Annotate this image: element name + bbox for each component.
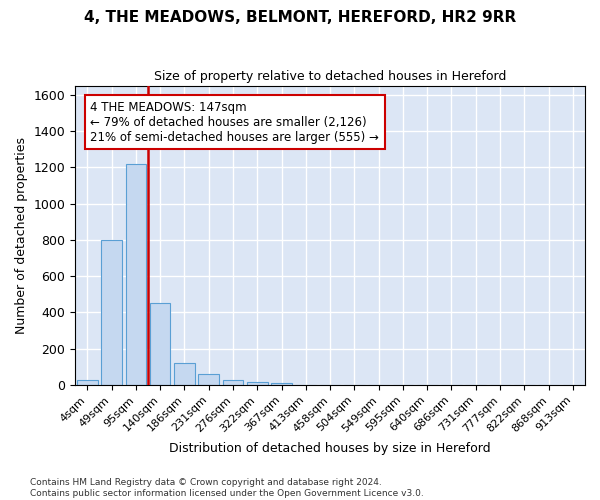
Bar [199,374,219,385]
Text: 4 THE MEADOWS: 147sqm
← 79% of detached houses are smaller (2,126)
21% of semi-d: 4 THE MEADOWS: 147sqm ← 79% of detached … [91,100,379,144]
Bar [271,383,292,385]
Text: Contains HM Land Registry data © Crown copyright and database right 2024.
Contai: Contains HM Land Registry data © Crown c… [30,478,424,498]
Title: Size of property relative to detached houses in Hereford: Size of property relative to detached ho… [154,70,506,83]
Bar [101,240,122,385]
Bar [223,380,243,385]
Bar [174,363,195,385]
X-axis label: Distribution of detached houses by size in Hereford: Distribution of detached houses by size … [169,442,491,455]
Bar [247,382,268,385]
Y-axis label: Number of detached properties: Number of detached properties [15,137,28,334]
Bar [150,304,170,385]
Bar [125,164,146,385]
Text: 4, THE MEADOWS, BELMONT, HEREFORD, HR2 9RR: 4, THE MEADOWS, BELMONT, HEREFORD, HR2 9… [84,10,516,25]
Bar [77,380,98,385]
